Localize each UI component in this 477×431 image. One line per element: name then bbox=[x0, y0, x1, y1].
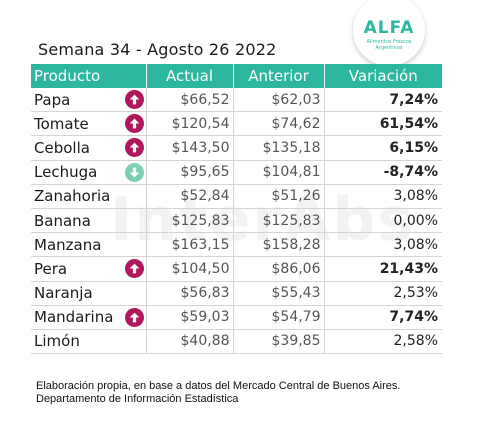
column-header-actual: Actual bbox=[146, 64, 234, 88]
table-row: Papa $66,52 $62,03 7,24% bbox=[31, 88, 442, 113]
cell-variacion: 3,08% bbox=[324, 184, 442, 209]
table-row: Naranja $56,83 $55,43 2,53% bbox=[31, 281, 442, 306]
arrow-down-icon bbox=[124, 162, 144, 182]
cell-actual: $163,15 bbox=[146, 232, 234, 258]
product-name: Cebolla bbox=[34, 138, 90, 157]
product-name: Mandarina bbox=[34, 308, 114, 327]
table-row: Tomate $120,54 $74,62 61,54% bbox=[31, 111, 442, 137]
cell-variacion: 7,74% bbox=[324, 305, 442, 330]
table-row: Pera $104,50 $86,06 21,43% bbox=[31, 256, 442, 282]
cell-actual: $143,50 bbox=[146, 135, 234, 161]
cell-variacion: 6,15% bbox=[324, 135, 442, 161]
product-name: Banana bbox=[34, 211, 91, 230]
cell-variacion: -8,74% bbox=[324, 160, 442, 185]
cell-anterior: $158,28 bbox=[233, 232, 325, 258]
cell-variacion: 2,53% bbox=[324, 281, 442, 306]
table-header-row: Producto Actual Anterior Variación bbox=[31, 64, 442, 88]
page-title: Semana 34 - Agosto 26 2022 bbox=[38, 40, 277, 59]
cell-actual: $40,88 bbox=[146, 329, 234, 355]
cell-anterior: $125,83 bbox=[233, 208, 325, 234]
cell-anterior: $39,85 bbox=[233, 329, 325, 355]
logo-subtitle: Alimentos Frescos Argentinos bbox=[366, 39, 412, 51]
cell-actual: $56,83 bbox=[146, 281, 234, 306]
product-name: Lechuga bbox=[34, 163, 98, 182]
cell-product: Tomate bbox=[31, 111, 147, 137]
price-table: Producto Actual Anterior Variación Papa $… bbox=[31, 64, 442, 355]
cell-product: Pera bbox=[31, 256, 147, 282]
cell-variacion: 2,58% bbox=[324, 329, 442, 355]
cell-actual: $104,50 bbox=[146, 256, 234, 282]
column-header-anterior: Anterior bbox=[233, 64, 325, 88]
cell-product: Zanahoria bbox=[31, 184, 147, 209]
cell-anterior: $62,03 bbox=[233, 88, 325, 113]
cell-product: Lechuga bbox=[31, 160, 147, 185]
cell-product: Cebolla bbox=[31, 135, 147, 161]
cell-variacion: 3,08% bbox=[324, 232, 442, 258]
column-header-producto: Producto bbox=[31, 64, 147, 88]
table-row: Zanahoria $52,84 $51,26 3,08% bbox=[31, 184, 442, 209]
product-name: Papa bbox=[34, 90, 71, 109]
column-header-variacion: Variación bbox=[324, 64, 442, 88]
table-row: Mandarina $59,03 $54,79 7,74% bbox=[31, 305, 442, 330]
source-note-line-2: Departamento de Información Estadística bbox=[36, 393, 239, 405]
cell-product: Naranja bbox=[31, 281, 147, 306]
cell-product: Banana bbox=[31, 208, 147, 234]
cell-anterior: $104,81 bbox=[233, 160, 325, 185]
cell-anterior: $74,62 bbox=[233, 111, 325, 137]
cell-actual: $59,03 bbox=[146, 305, 234, 330]
cell-product: Papa bbox=[31, 88, 147, 113]
table-body: Papa $66,52 $62,03 7,24% Tomate $120,54 $74,62… bbox=[31, 88, 442, 355]
table-row: Manzana $163,15 $158,28 3,08% bbox=[31, 232, 442, 258]
arrow-up-icon bbox=[124, 259, 144, 279]
logo-badge bbox=[353, 0, 425, 66]
arrow-up-icon bbox=[124, 138, 144, 158]
table-row: Limón $40,88 $39,85 2,58% bbox=[31, 329, 442, 355]
cell-product: Limón bbox=[31, 329, 147, 355]
alfa-logo: ALFA Alimentos Frescos Argentinos bbox=[343, 0, 429, 66]
logo-word: ALFA bbox=[363, 18, 415, 38]
cell-variacion: 61,54% bbox=[324, 111, 442, 137]
cell-actual: $120,54 bbox=[146, 111, 234, 137]
source-note: Elaboración propia, en base a datos del … bbox=[36, 380, 400, 406]
cell-anterior: $135,18 bbox=[233, 135, 325, 161]
arrow-up-icon bbox=[124, 307, 144, 327]
product-name: Naranja bbox=[34, 284, 93, 303]
product-name: Zanahoria bbox=[34, 187, 111, 206]
product-name: Pera bbox=[34, 259, 68, 278]
cell-actual: $66,52 bbox=[146, 88, 234, 113]
cell-product: Mandarina bbox=[31, 305, 147, 330]
table-row: Cebolla $143,50 $135,18 6,15% bbox=[31, 135, 442, 161]
cell-variacion: 21,43% bbox=[324, 256, 442, 282]
cell-anterior: $86,06 bbox=[233, 256, 325, 282]
table-row: Lechuga $95,65 $104,81 -8,74% bbox=[31, 160, 442, 185]
cell-anterior: $51,26 bbox=[233, 184, 325, 209]
cell-product: Manzana bbox=[31, 232, 147, 258]
arrow-up-icon bbox=[124, 90, 144, 109]
arrow-up-icon bbox=[124, 114, 144, 134]
cell-actual: $52,84 bbox=[146, 184, 234, 209]
source-note-line-1: Elaboración propia, en base a datos del … bbox=[36, 380, 401, 392]
cell-variacion: 7,24% bbox=[324, 88, 442, 113]
cell-actual: $125,83 bbox=[146, 208, 234, 234]
cell-actual: $95,65 bbox=[146, 160, 234, 185]
product-name: Manzana bbox=[34, 235, 102, 254]
cell-anterior: $55,43 bbox=[233, 281, 325, 306]
cell-anterior: $54,79 bbox=[233, 305, 325, 330]
cell-variacion: 0,00% bbox=[324, 208, 442, 234]
table-row: Banana $125,83 $125,83 0,00% bbox=[31, 208, 442, 234]
product-name: Tomate bbox=[34, 114, 89, 133]
product-name: Limón bbox=[34, 332, 80, 351]
